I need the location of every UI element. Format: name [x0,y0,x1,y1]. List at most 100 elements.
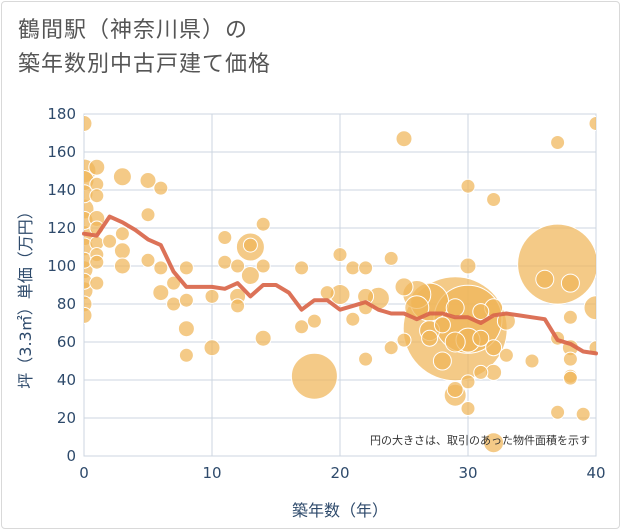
data-bubble [152,284,170,302]
data-bubble [345,260,361,276]
data-bubble [358,351,374,367]
y-tick-label: 100 [47,257,76,275]
data-bubble [89,254,105,270]
data-bubble [460,178,476,194]
data-bubble [473,364,489,380]
data-bubble [394,277,414,297]
y-tick-label: 140 [47,181,76,199]
data-bubble [84,306,93,324]
data-bubble [460,401,476,416]
data-bubble [460,374,476,390]
data-bubble [562,370,578,386]
data-bubble [178,292,194,308]
data-bubble [114,226,130,242]
y-axis-label: 坪（3.3㎡）単価（万円） [16,203,35,388]
data-bubble [459,257,477,275]
data-bubble [255,258,271,274]
data-bubble [153,260,169,276]
data-bubble [395,130,413,148]
data-bubble [204,288,220,304]
data-bubble [486,192,502,207]
data-bubble [550,404,566,420]
data-bubble [560,273,580,293]
y-tick-label: 180 [47,105,76,123]
y-tick-label: 0 [66,447,76,465]
x-axis-label: 築年数（年） [292,501,388,520]
data-bubble [472,303,490,321]
data-bubble [113,242,131,260]
data-bubble [240,266,260,285]
data-bubble [217,230,233,245]
data-bubble [102,233,118,249]
data-bubble [433,316,451,334]
data-bubble [483,432,505,454]
data-bubble [444,331,466,353]
data-bubble [254,329,272,347]
data-bubble [113,257,131,275]
size-legend-note: 円の大きさは、取引のあった物件面積を示す [370,433,590,447]
data-bubble [166,296,182,312]
data-bubble [294,319,310,335]
axes-layer: 0 20 40 60 80 100 120 140 160 180 0 10 20 30 40 [47,105,605,482]
x-tick-label: 10 [202,464,221,482]
data-bubble [575,406,591,422]
data-bubble [290,352,338,400]
data-bubble [524,353,540,369]
data-bubble [153,180,169,196]
y-tick-label: 120 [47,219,76,237]
data-bubble [84,115,93,132]
data-bubble [345,311,361,327]
data-bubble [383,340,399,356]
data-bubble [230,258,246,274]
data-bubble [217,254,233,270]
data-bubble [89,188,105,204]
data-bubble [112,167,132,187]
data-bubble [498,347,514,363]
data-bubble [140,252,156,268]
data-bubble [178,347,194,363]
data-bubble [242,237,258,253]
data-bubble [294,260,310,276]
data-bubble [230,298,246,314]
y-tick-label: 160 [47,143,76,161]
data-bubble [396,332,412,348]
x-tick-label: 30 [458,464,477,482]
data-bubble [535,269,555,289]
x-tick-label: 0 [79,464,89,482]
data-bubble [319,285,335,301]
data-bubble [358,260,374,276]
y-tick-label: 20 [57,409,76,427]
data-bubble [306,313,322,329]
data-bubble [588,116,596,131]
bubbles-layer [84,115,596,454]
data-bubble [485,339,503,357]
data-bubble [550,135,566,150]
data-bubble [177,320,195,338]
data-bubble [517,223,596,305]
data-bubble [472,329,490,347]
data-bubble [88,158,106,176]
data-bubble [89,275,105,291]
chart-title-line1: 鶴間駅（神奈川県）の [18,18,249,43]
data-bubble [421,329,439,347]
data-bubble [332,247,348,263]
data-bubble [140,207,156,223]
data-bubble [446,381,464,398]
y-tick-label: 60 [57,333,76,351]
chart-title: 鶴間駅（神奈川県）の 築年数別中古戸建て価格 [18,14,271,82]
trend-line-layer [82,214,598,356]
y-tick-label: 40 [57,371,76,389]
data-bubble [203,339,221,357]
data-bubble [562,351,578,367]
x-tick-label: 20 [330,464,349,482]
data-bubble [432,351,452,371]
data-bubble [139,172,157,189]
data-bubble [255,216,271,232]
average-price-line [82,214,598,356]
x-tick-label: 40 [586,464,605,482]
y-tick-label: 80 [57,295,76,313]
data-bubble [583,295,596,321]
data-bubble [178,260,194,276]
